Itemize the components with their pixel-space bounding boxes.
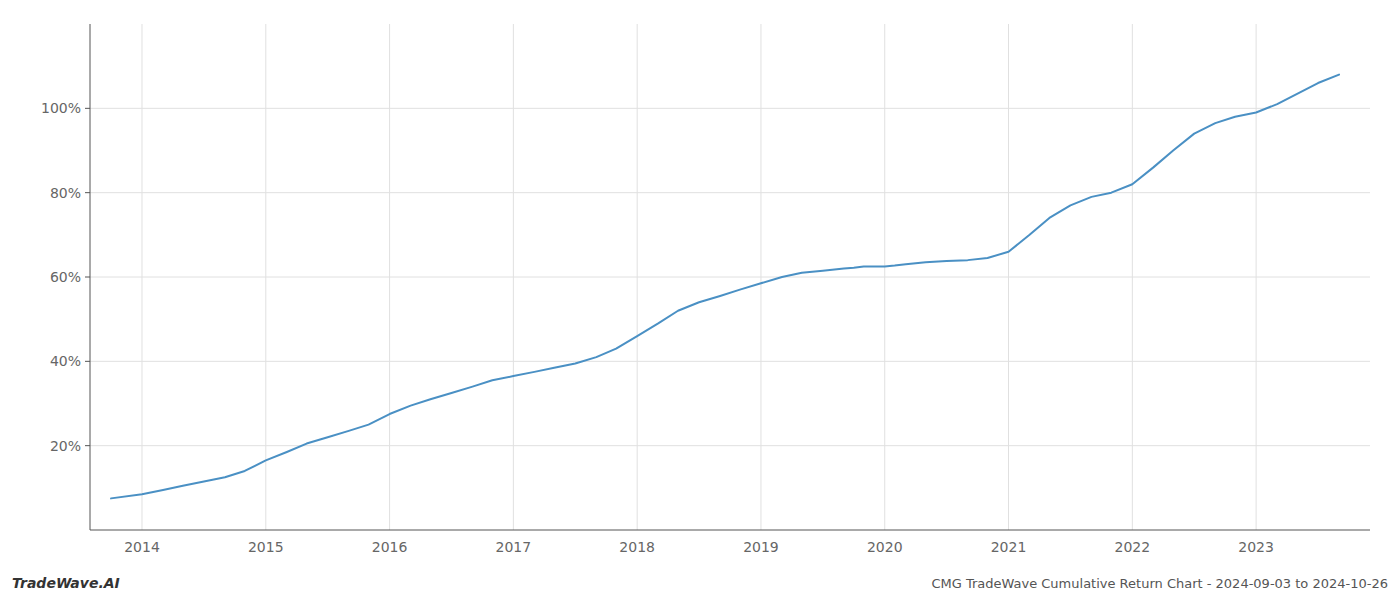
y-tick-mark [85,277,90,278]
chart-container: 2014 2015 2016 2017 2018 2019 2020 2021 2022 2023… [0,0,1400,600]
y-tick-mark [85,108,90,109]
y-grid-line [90,192,1370,193]
x-tick-label: 2021 [991,539,1027,555]
x-tick-label: 2018 [619,539,655,555]
x-axis-line [90,530,1370,531]
y-axis-line [90,24,91,530]
axes [85,24,1370,530]
y-tick-label: 40% [50,353,81,369]
x-tick-label: 2022 [1115,539,1151,555]
x-tick-label: 2015 [248,539,284,555]
y-tick-mark [85,192,90,193]
y-grid-line [90,445,1370,446]
y-grid-line [90,361,1370,362]
data [111,75,1339,499]
x-tick-label: 2019 [743,539,779,555]
texts: 2014 2015 2016 2017 2018 2019 2020 2021 2022 2023… [12,100,1388,591]
y-tick-label: 100% [41,100,81,116]
x-tick-label: 2017 [496,539,532,555]
grid [90,24,1370,530]
watermark: TradeWave.AI [12,575,120,591]
y-grid-line [90,277,1370,278]
y-grid-line [90,108,1370,109]
y-tick-label: 80% [50,185,81,201]
x-tick-label: 2014 [124,539,160,555]
chart-svg: 2014 2015 2016 2017 2018 2019 2020 2021 2022 2023… [0,0,1400,600]
y-tick-mark [85,361,90,362]
x-tick-label: 2016 [372,539,408,555]
background [0,0,1400,600]
x-tick-label: 2020 [867,539,903,555]
y-tick-label: 20% [50,438,81,454]
y-tick-mark [85,445,90,446]
return-line [111,75,1339,499]
x-tick-label: 2023 [1238,539,1274,555]
y-tick-label: 60% [50,269,81,285]
chart-title: CMG TradeWave Cumulative Return Chart - … [931,576,1388,591]
